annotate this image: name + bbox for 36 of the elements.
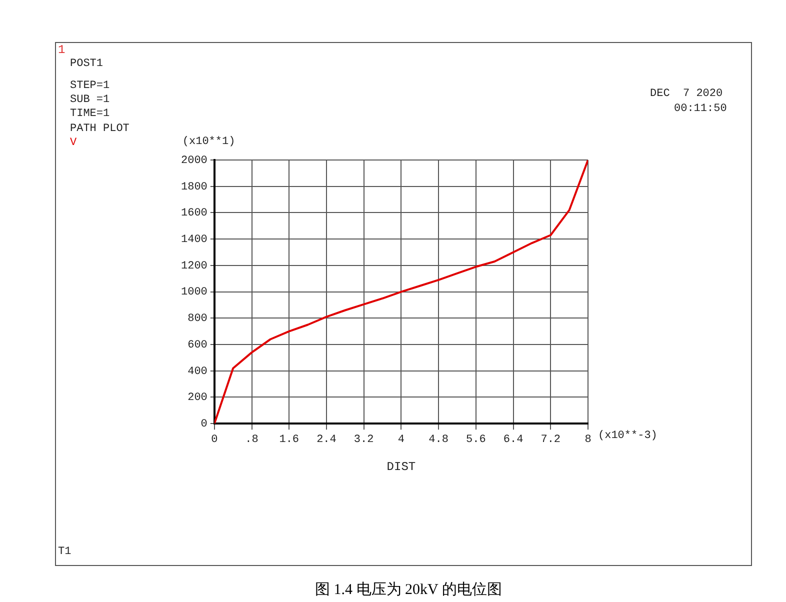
- text: SUB =1: [70, 94, 110, 106]
- x-tick-label: 5.6: [466, 434, 486, 446]
- x-tick-label: 8: [584, 434, 592, 446]
- text: V: [70, 137, 77, 149]
- text: 00:11:50: [674, 103, 727, 115]
- text: (x10**-3): [598, 430, 658, 442]
- y-tick-label: 2000: [181, 154, 208, 167]
- y-tick-label: 200: [188, 392, 208, 404]
- y-tick-label: 600: [188, 339, 208, 352]
- text: PATH PLOT: [70, 123, 130, 135]
- x-tick-label: 0: [211, 434, 218, 446]
- caption: 图 1.4 电压为 20kV 的电位图: [315, 580, 502, 599]
- x-tick-label: 3.2: [354, 434, 374, 446]
- y-axis-title: (x10**1): [182, 136, 236, 148]
- x-tick-label: .8: [245, 434, 258, 446]
- text: T1: [58, 546, 72, 558]
- x-tick-label: 2.4: [316, 434, 337, 446]
- x-tick-label: 4: [398, 434, 405, 446]
- x-tick-label: 7.2: [540, 434, 561, 446]
- x-tick-label: 6.4: [503, 434, 524, 446]
- text: POST1: [70, 58, 104, 70]
- x-tick-label: 1.6: [279, 434, 300, 446]
- text: DEC 7 2020: [650, 88, 723, 100]
- y-tick-label: 1600: [181, 208, 208, 220]
- y-tick-label: 0: [200, 418, 208, 431]
- y-tick-label: 1000: [181, 286, 208, 299]
- y-tick-label: 400: [188, 366, 208, 378]
- y-tick-label: 800: [188, 313, 208, 326]
- x-tick-label: 4.8: [428, 434, 448, 446]
- y-tick-label: 1400: [181, 234, 208, 246]
- text: 1: [58, 43, 66, 57]
- text: STEP=1: [70, 80, 110, 92]
- x-axis-title: DIST: [386, 460, 416, 474]
- y-tick-label: 1800: [181, 181, 208, 194]
- text: TIME=1: [70, 108, 110, 120]
- y-tick-label: 1200: [181, 260, 208, 272]
